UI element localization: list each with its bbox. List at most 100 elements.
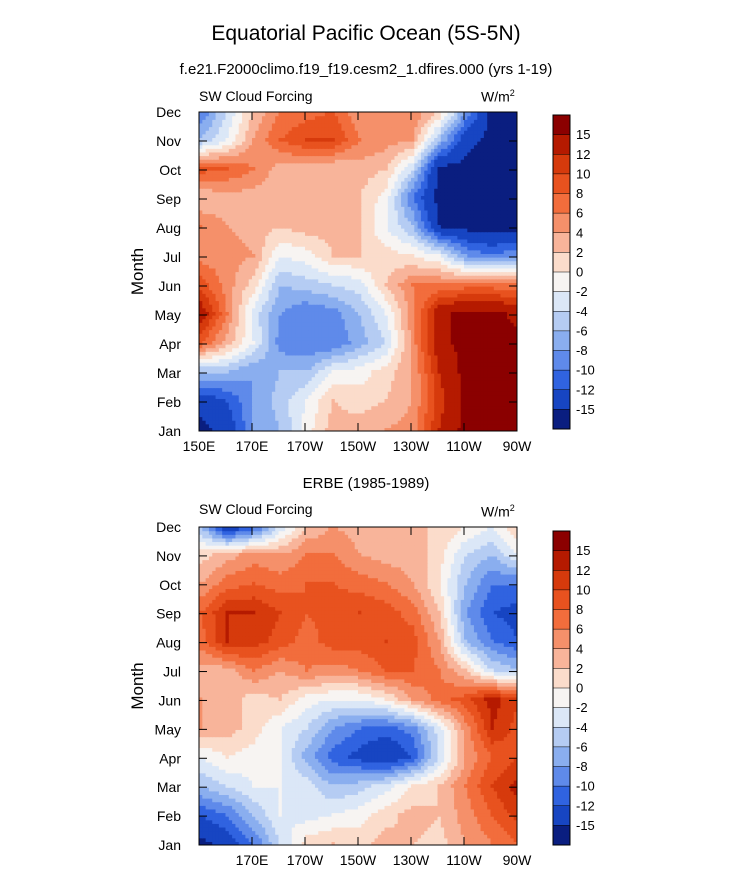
heatmap-cell bbox=[218, 271, 223, 276]
heatmap-cell bbox=[358, 362, 362, 367]
heatmap-cell bbox=[238, 358, 243, 363]
heatmap-cell bbox=[301, 423, 306, 428]
heatmap-cell bbox=[427, 365, 432, 370]
heatmap-cell bbox=[397, 405, 402, 410]
heatmap-cell bbox=[483, 257, 488, 262]
heatmap-cell bbox=[493, 286, 498, 291]
heatmap-cell bbox=[255, 398, 260, 403]
heatmap-cell bbox=[255, 315, 260, 320]
heatmap-cell bbox=[288, 253, 293, 258]
heatmap-cell bbox=[324, 336, 329, 341]
heatmap-cell bbox=[513, 336, 517, 341]
heatmap-cell bbox=[490, 347, 495, 352]
heatmap-cell bbox=[298, 391, 303, 396]
heatmap-cell bbox=[288, 325, 293, 331]
heatmap-cell bbox=[215, 275, 220, 280]
heatmap-cell bbox=[460, 325, 465, 331]
heatmap-cell bbox=[271, 293, 276, 298]
heatmap-cell bbox=[212, 300, 217, 305]
heatmap-cell bbox=[401, 253, 405, 258]
heatmap-cell bbox=[338, 409, 343, 414]
heatmap-cell bbox=[381, 300, 386, 305]
heatmap-cell bbox=[477, 340, 482, 345]
heatmap-cell bbox=[205, 267, 210, 273]
heatmap-cell bbox=[414, 275, 419, 280]
heatmap-cell bbox=[374, 264, 379, 269]
heatmap-cell bbox=[417, 383, 422, 389]
heatmap-cell bbox=[391, 387, 396, 392]
heatmap-cell bbox=[387, 336, 392, 341]
heatmap-cell bbox=[480, 376, 485, 381]
heatmap-cell bbox=[301, 340, 306, 345]
heatmap-cell bbox=[397, 362, 402, 367]
heatmap-cell bbox=[275, 347, 280, 352]
heatmap-cell bbox=[258, 267, 263, 273]
heatmap-cell bbox=[371, 286, 376, 291]
heatmap-cell bbox=[358, 351, 362, 356]
heatmap-cell bbox=[473, 296, 478, 302]
heatmap-cell bbox=[344, 351, 349, 356]
heatmap-cell bbox=[261, 307, 266, 312]
heatmap-cell bbox=[212, 249, 217, 254]
heatmap-cell bbox=[354, 347, 359, 352]
heatmap-cell bbox=[374, 329, 379, 334]
heatmap-cell bbox=[228, 242, 233, 247]
heatmap-cell bbox=[437, 380, 442, 385]
heatmap-cell bbox=[268, 333, 273, 338]
heatmap-cell bbox=[308, 351, 313, 356]
heatmap-cell bbox=[205, 264, 210, 269]
heatmap-cell bbox=[321, 304, 326, 309]
heatmap-cell bbox=[361, 253, 366, 258]
heatmap-cell bbox=[460, 420, 465, 425]
heatmap-cell bbox=[255, 275, 260, 280]
heatmap-cell bbox=[480, 267, 485, 273]
heatmap-cell bbox=[404, 373, 409, 378]
heatmap-cell bbox=[513, 253, 517, 258]
heatmap-cell bbox=[384, 387, 389, 392]
heatmap-cell bbox=[381, 336, 386, 341]
heatmap-cell bbox=[291, 257, 296, 262]
heatmap-cell bbox=[331, 387, 336, 392]
heatmap-cell bbox=[202, 275, 207, 280]
heatmap-cell bbox=[507, 315, 511, 320]
heatmap-cell bbox=[208, 376, 213, 381]
heatmap-cell bbox=[374, 282, 379, 287]
heatmap-cell bbox=[311, 369, 316, 374]
heatmap-cell bbox=[321, 282, 326, 287]
heatmap-cell bbox=[394, 289, 399, 294]
heatmap-cell bbox=[450, 278, 455, 283]
heatmap-cell bbox=[268, 344, 273, 349]
heatmap-cell bbox=[321, 358, 326, 363]
heatmap-cell bbox=[490, 271, 495, 276]
heatmap-cell bbox=[222, 271, 227, 276]
heatmap-cell bbox=[487, 264, 492, 269]
heatmap-cell bbox=[377, 373, 382, 378]
heatmap-cell bbox=[205, 409, 210, 414]
heatmap-cell bbox=[417, 246, 422, 251]
heatmap-cell bbox=[258, 293, 263, 298]
heatmap-cell bbox=[308, 249, 313, 254]
heatmap-cell bbox=[490, 318, 495, 323]
heatmap-cell bbox=[487, 369, 492, 374]
heatmap-cell bbox=[361, 402, 366, 407]
heatmap-cell bbox=[218, 315, 223, 320]
heatmap-cell bbox=[305, 362, 309, 367]
heatmap-cell bbox=[480, 246, 485, 251]
heatmap-cell bbox=[493, 318, 498, 323]
heatmap-cell bbox=[427, 271, 432, 276]
heatmap-cell bbox=[235, 322, 240, 327]
heatmap-cell bbox=[354, 387, 359, 392]
heatmap-cell bbox=[447, 354, 452, 360]
heatmap-cell bbox=[271, 242, 276, 247]
heatmap-cell bbox=[420, 405, 425, 410]
heatmap-cell bbox=[364, 325, 369, 331]
heatmap-cell bbox=[311, 260, 316, 265]
heatmap-cell bbox=[503, 286, 508, 291]
heatmap-cell bbox=[490, 416, 495, 421]
heatmap-cell bbox=[457, 394, 462, 399]
heatmap-cell bbox=[225, 315, 230, 320]
heatmap-cell bbox=[205, 325, 210, 331]
heatmap-cell bbox=[248, 344, 253, 349]
heatmap-cell bbox=[202, 329, 207, 334]
heatmap-cell bbox=[394, 336, 399, 341]
